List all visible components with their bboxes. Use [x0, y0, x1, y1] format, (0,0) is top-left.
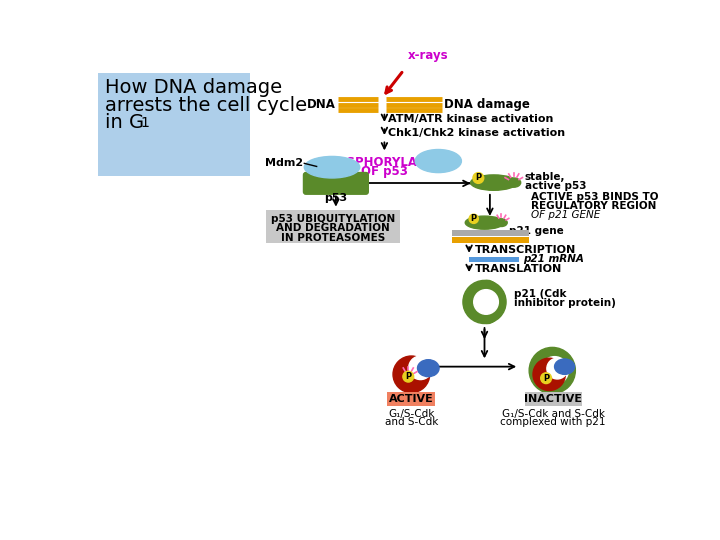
Ellipse shape — [495, 219, 507, 226]
Circle shape — [541, 373, 552, 383]
Circle shape — [478, 280, 497, 299]
Text: DNA: DNA — [307, 98, 336, 111]
Text: p21 gene: p21 gene — [509, 226, 564, 236]
Text: stable,: stable, — [525, 172, 565, 182]
Ellipse shape — [465, 216, 504, 229]
FancyBboxPatch shape — [266, 210, 400, 244]
Circle shape — [547, 358, 567, 379]
Text: active p53: active p53 — [525, 181, 586, 191]
Circle shape — [403, 372, 414, 382]
FancyBboxPatch shape — [452, 237, 529, 242]
Circle shape — [533, 358, 565, 390]
Text: p53: p53 — [324, 193, 348, 204]
Text: Chk1/Chk2 kinase activation: Chk1/Chk2 kinase activation — [388, 127, 565, 138]
Text: AND DEGRADATION: AND DEGRADATION — [276, 224, 390, 233]
FancyBboxPatch shape — [387, 392, 435, 406]
Ellipse shape — [415, 150, 462, 173]
Circle shape — [547, 350, 565, 368]
Circle shape — [393, 356, 430, 393]
Text: inhibitor protein): inhibitor protein) — [514, 299, 616, 308]
Text: G₁/S-Cdk and S-Cdk: G₁/S-Cdk and S-Cdk — [502, 409, 605, 419]
Text: OF p53: OF p53 — [361, 165, 408, 178]
Text: and S-Cdk: and S-Cdk — [384, 417, 438, 428]
Circle shape — [547, 373, 565, 392]
Text: G₁/S-Cdk: G₁/S-Cdk — [388, 409, 435, 419]
Text: P: P — [471, 214, 477, 224]
Text: ACTIVE: ACTIVE — [389, 394, 433, 404]
Circle shape — [529, 347, 575, 394]
Text: Mdm2: Mdm2 — [266, 158, 304, 168]
Text: REGULATORY REGION: REGULATORY REGION — [531, 201, 656, 211]
Text: ATM/ATR kinase activation: ATM/ATR kinase activation — [388, 114, 554, 124]
Text: in G: in G — [105, 113, 144, 132]
Text: p53 UBIQUITYLATION: p53 UBIQUITYLATION — [271, 214, 395, 224]
Circle shape — [409, 356, 432, 380]
Text: ACTIVE p53 BINDS TO: ACTIVE p53 BINDS TO — [531, 192, 658, 202]
FancyBboxPatch shape — [452, 231, 529, 236]
Text: complexed with p21: complexed with p21 — [500, 417, 606, 428]
Text: P: P — [405, 372, 411, 381]
Text: OF p21 GENE: OF p21 GENE — [531, 211, 600, 220]
Text: IN PROTEASOMES: IN PROTEASOMES — [281, 233, 385, 242]
FancyBboxPatch shape — [469, 256, 519, 262]
Text: arrests the cell cycle: arrests the cell cycle — [105, 96, 307, 114]
Ellipse shape — [471, 175, 517, 190]
Text: P: P — [475, 173, 482, 183]
Circle shape — [478, 305, 497, 323]
Text: p21 (Cdk: p21 (Cdk — [514, 289, 566, 299]
Text: TRANSLATION: TRANSLATION — [474, 264, 562, 274]
FancyBboxPatch shape — [525, 392, 582, 406]
Ellipse shape — [554, 359, 575, 374]
Text: p21 mRNA: p21 mRNA — [523, 254, 584, 264]
Ellipse shape — [418, 360, 439, 377]
Circle shape — [474, 289, 498, 314]
FancyBboxPatch shape — [98, 72, 251, 177]
Text: P: P — [543, 374, 549, 383]
Circle shape — [463, 280, 506, 323]
Text: How DNA damage: How DNA damage — [105, 78, 282, 97]
Text: INACTIVE: INACTIVE — [524, 394, 582, 404]
Circle shape — [541, 356, 568, 384]
Ellipse shape — [305, 157, 360, 178]
Text: TRANSCRIPTION: TRANSCRIPTION — [474, 245, 576, 254]
Text: 1: 1 — [140, 117, 149, 130]
Circle shape — [469, 214, 478, 224]
Text: DNA damage: DNA damage — [444, 98, 531, 111]
Circle shape — [473, 173, 484, 184]
Text: x-rays: x-rays — [408, 50, 448, 63]
Text: PHOSPHORYLATION: PHOSPHORYLATION — [319, 156, 450, 168]
FancyBboxPatch shape — [303, 172, 369, 195]
Ellipse shape — [507, 178, 521, 187]
